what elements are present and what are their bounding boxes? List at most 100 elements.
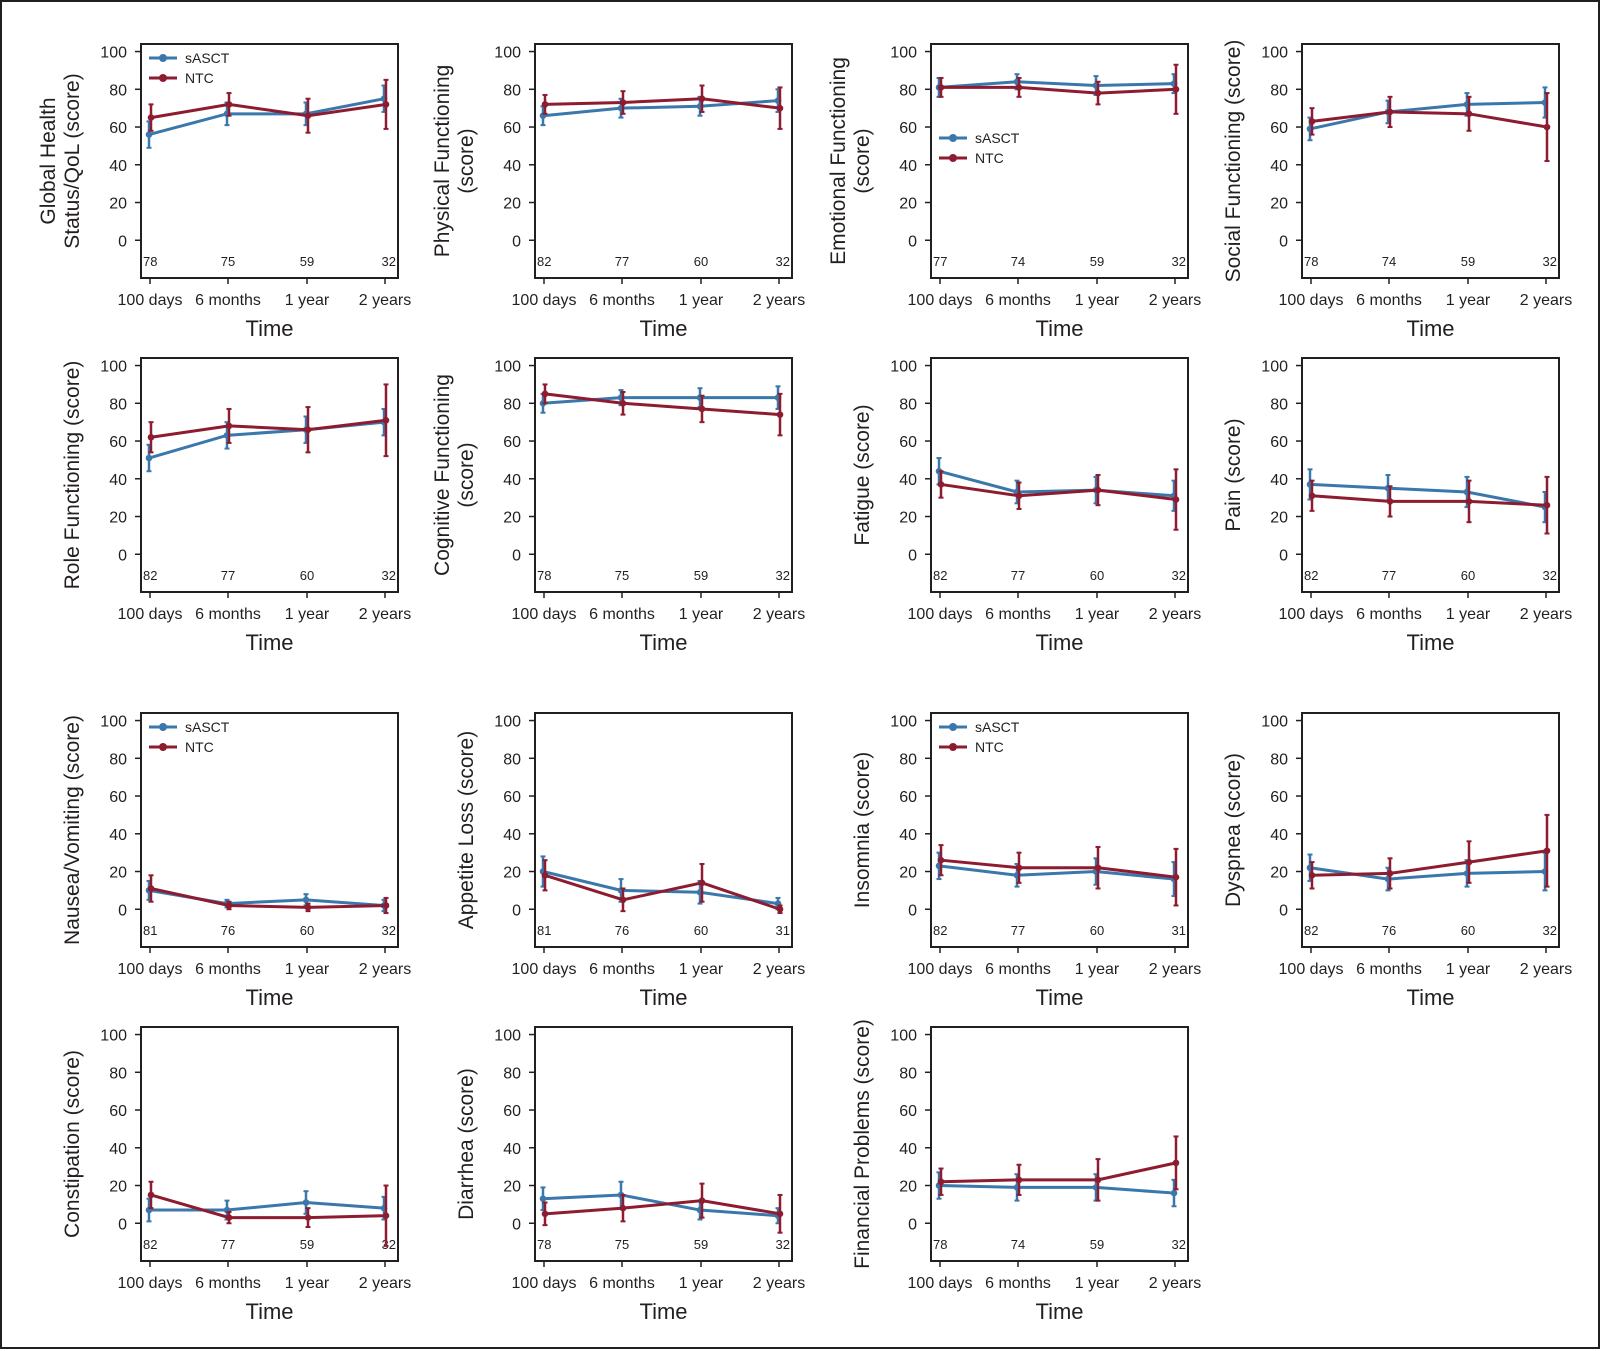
y-axis-label: Status/QoL (score) — [61, 73, 84, 248]
ntc-point — [1094, 89, 1102, 97]
ntc-point — [147, 885, 155, 892]
n-label: 74 — [1011, 1237, 1025, 1252]
ntc-point — [937, 481, 945, 488]
y-tick-label: 0 — [118, 1216, 127, 1233]
ntc-point — [382, 416, 390, 424]
ntc-point — [1172, 1159, 1180, 1167]
n-label: 32 — [1543, 923, 1557, 938]
x-tick-label: 100 days — [118, 961, 183, 978]
sasct-series-line — [148, 97, 385, 137]
x-tick-label: 100 days — [118, 292, 183, 309]
ntc-point — [225, 101, 233, 108]
sasct-point — [302, 896, 310, 904]
n-label: 82 — [1304, 923, 1318, 938]
x-tick-label: 100 days — [908, 606, 973, 623]
y-tick-label: 80 — [503, 82, 521, 99]
n-label: 78 — [143, 254, 157, 269]
ntc-point — [147, 114, 155, 121]
x-axis-label: Time — [1406, 316, 1454, 341]
sasct-series-line — [938, 864, 1175, 881]
legend-label: sASCT — [185, 50, 230, 66]
n-label: 78 — [933, 1237, 947, 1252]
ntc-point — [619, 399, 627, 407]
n-label: 59 — [300, 254, 314, 269]
n-label: 77 — [1011, 568, 1025, 583]
y-tick-label: 20 — [899, 1179, 917, 1196]
ntc-point — [1015, 1176, 1023, 1184]
ntc-point — [1308, 492, 1316, 500]
y-tick-label: 40 — [109, 827, 127, 844]
y-tick-label: 80 — [109, 396, 127, 413]
plot-frame — [140, 1026, 399, 1262]
x-tick-label: 1 year — [1075, 961, 1120, 978]
ntc-point — [1386, 108, 1394, 116]
ntc-point — [619, 99, 627, 106]
ntc-point — [1543, 847, 1551, 855]
y-tick-label: 40 — [503, 158, 521, 175]
legend: sASCT NTC — [149, 719, 230, 755]
y-tick-label: 60 — [1270, 120, 1288, 137]
y-tick-label: 80 — [503, 751, 521, 768]
x-tick-label: 100 days — [512, 606, 577, 623]
plot-frame — [930, 1026, 1189, 1262]
y-tick-label: 100 — [890, 1028, 917, 1045]
x-tick-label: 6 months — [985, 292, 1051, 309]
y-tick-label: 20 — [1270, 196, 1288, 213]
y-axis-label: Nausea/Vomiting (score) — [61, 715, 84, 945]
ntc-point — [1172, 496, 1180, 503]
n-label: 32 — [382, 568, 396, 583]
ntc-point — [1172, 873, 1180, 881]
x-tick-label: 1 year — [1075, 292, 1120, 309]
y-axis-label: Fatigue (score) — [851, 404, 874, 545]
ntc-point — [225, 422, 233, 430]
y-tick-label: 0 — [512, 233, 521, 250]
y-tick-label: 20 — [503, 1179, 521, 1196]
n-label: 31 — [776, 923, 790, 938]
ntc-point — [1094, 1176, 1102, 1184]
x-tick-label: 1 year — [285, 1275, 330, 1292]
y-tick-label: 60 — [1270, 434, 1288, 451]
n-label: 60 — [1090, 568, 1104, 583]
x-tick-label: 6 months — [1356, 606, 1422, 623]
x-tick-label: 2 years — [753, 606, 805, 623]
n-label: 81 — [537, 923, 551, 938]
y-tick-label: 100 — [890, 714, 917, 731]
y-tick-label: 20 — [899, 865, 917, 882]
y-axis-label: Social Functioning (score) — [1222, 40, 1245, 283]
x-tick-label: 2 years — [1149, 292, 1201, 309]
x-tick-label: 1 year — [679, 606, 724, 623]
legend-swatch-marker — [949, 743, 957, 751]
panel-2: 0 20 40 60 80 100 100 days 6 months 1 year 2 year… — [431, 43, 805, 341]
x-axis-label: Time — [245, 985, 293, 1010]
x-axis-label: Time — [639, 985, 687, 1010]
x-tick-label: 100 days — [512, 292, 577, 309]
n-label: 59 — [694, 568, 708, 583]
y-tick-label: 60 — [899, 434, 917, 451]
x-tick-label: 6 months — [195, 1275, 261, 1292]
y-axis-label: Insomnia (score) — [851, 752, 874, 908]
ntc-series-line — [544, 392, 781, 417]
n-label: 76 — [1382, 923, 1396, 938]
plot-frame — [140, 357, 399, 593]
x-tick-label: 2 years — [1520, 961, 1572, 978]
n-label: 82 — [143, 1237, 157, 1252]
sasct-point — [302, 1199, 310, 1206]
ntc-point — [619, 1204, 627, 1212]
y-tick-label: 80 — [899, 396, 917, 413]
y-tick-label: 100 — [494, 714, 521, 731]
y-tick-label: 0 — [1279, 902, 1288, 919]
y-tick-label: 0 — [512, 547, 521, 564]
ntc-point — [937, 856, 945, 864]
legend-label: NTC — [975, 150, 1004, 166]
y-tick-label: 80 — [109, 751, 127, 768]
ntc-point — [1465, 858, 1473, 866]
y-tick-label: 80 — [503, 396, 521, 413]
plot-frame — [1301, 712, 1560, 948]
y-tick-label: 60 — [503, 789, 521, 806]
x-axis-label: Time — [1035, 985, 1083, 1010]
ntc-point — [937, 1178, 945, 1186]
x-axis-label: Time — [1035, 316, 1083, 341]
ntc-point — [1386, 870, 1394, 877]
sasct-series-line — [938, 1184, 1175, 1195]
panel-11: 0 20 40 60 80 100 100 days 6 months 1 year 2 year… — [851, 712, 1201, 1010]
